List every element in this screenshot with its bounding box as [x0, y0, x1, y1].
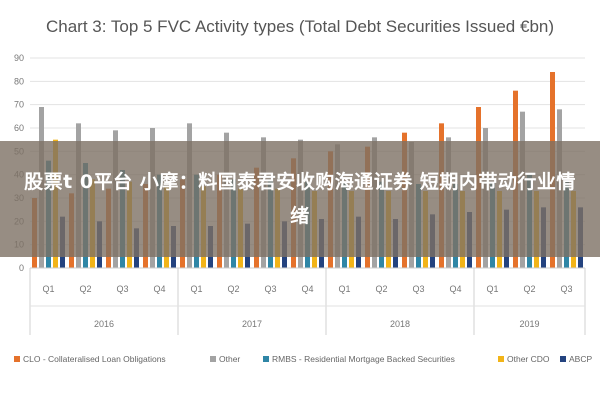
chart-title: Chart 3: Top 5 FVC Activity types (Total… — [46, 17, 554, 36]
x-tick-label: Q3 — [560, 284, 572, 294]
x-tick-label: Q2 — [523, 284, 535, 294]
legend-swatch — [210, 356, 216, 362]
x-group-label: 2017 — [242, 319, 262, 329]
y-tick-label: 80 — [14, 76, 24, 86]
legend-swatch — [14, 356, 20, 362]
legend: CLO - Collateralised Loan Obligations Oth… — [14, 354, 592, 364]
x-tick-label: Q2 — [375, 284, 387, 294]
x-tick-label: Q2 — [79, 284, 91, 294]
x-tick-label: Q3 — [116, 284, 128, 294]
x-tick-label: Q4 — [153, 284, 165, 294]
legend-label: CLO - Collateralised Loan Obligations — [23, 354, 166, 364]
x-group-label: 2018 — [390, 319, 410, 329]
legend-label: Other — [219, 354, 240, 364]
x-tick-label: Q1 — [486, 284, 498, 294]
x-tick-label: Q2 — [227, 284, 239, 294]
x-tick-label: Q1 — [190, 284, 202, 294]
y-tick-label: 60 — [14, 123, 24, 133]
x-tick-label: Q4 — [449, 284, 461, 294]
y-tick-label: 70 — [14, 100, 24, 110]
x-tick-label: Q1 — [42, 284, 54, 294]
x-tick-label: Q4 — [301, 284, 313, 294]
x-group-label: 2019 — [519, 319, 539, 329]
headline-text: 股票t 0平台 小摩：料国泰君安收购海通证券 短期内带动行业情绪 — [24, 171, 576, 227]
x-group-label: 2016 — [94, 319, 114, 329]
y-tick-label: 0 — [19, 263, 24, 273]
y-tick-label: 90 — [14, 53, 24, 63]
legend-swatch — [498, 356, 504, 362]
x-tick-label: Q3 — [412, 284, 424, 294]
x-tick-label: Q3 — [264, 284, 276, 294]
headline-banner[interactable]: 股票t 0平台 小摩：料国泰君安收购海通证券 短期内带动行业情绪 — [0, 141, 600, 257]
x-tick-label: Q1 — [338, 284, 350, 294]
legend-swatch — [560, 356, 566, 362]
legend-swatch — [263, 356, 269, 362]
legend-label: RMBS - Residential Mortgage Backed Secur… — [272, 354, 455, 364]
legend-label: Other CDO — [507, 354, 550, 364]
legend-label: ABCP — [569, 354, 592, 364]
